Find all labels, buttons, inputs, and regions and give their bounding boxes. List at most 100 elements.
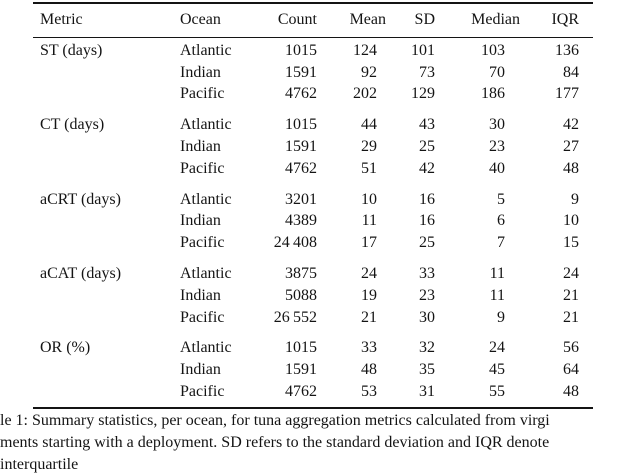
metric-group: OR (%) Atlantic 1015 33 32 24 56 Indian 1591 48 35… xyxy=(33,337,593,402)
cell-count: 1015 xyxy=(285,41,317,59)
table-row: OR (%) Atlantic 1015 33 32 24 56 xyxy=(33,337,593,359)
cell-metric xyxy=(33,158,180,180)
cell-mean: 24 xyxy=(361,264,377,282)
cell-ocean: Atlantic xyxy=(180,190,232,208)
cell-count: 1015 xyxy=(285,339,317,357)
cell-ocean: Indian xyxy=(180,212,221,230)
caption-line-1: le 1: Summary statistics, per ocean, for… xyxy=(0,412,550,429)
caption-line-3: interquartile xyxy=(0,456,79,473)
cell-metric: aCAT (days) xyxy=(40,264,122,282)
cell-iqr: 48 xyxy=(563,382,579,400)
cell-median: 70 xyxy=(489,63,505,81)
cell-ocean: Indian xyxy=(180,361,221,379)
cell-iqr: 42 xyxy=(563,116,579,134)
cell-ocean: Indian xyxy=(180,137,221,155)
cell-mean: 51 xyxy=(361,159,377,177)
header-cell-iqr: IQR xyxy=(551,11,579,28)
cell-sd: 129 xyxy=(411,85,435,103)
table-top-rule xyxy=(33,2,593,4)
header-cell-count: Count xyxy=(277,11,317,28)
cell-ocean: Indian xyxy=(180,286,221,304)
cell-count: 5088 xyxy=(285,286,317,304)
metric-group: aCAT (days) Atlantic 3875 24 33 11 24 Indian 508… xyxy=(33,263,593,328)
cell-count: 1015 xyxy=(285,116,317,134)
metric-group: ST (days) Atlantic 1015 124 101 103 136 Indian 1… xyxy=(33,40,593,105)
summary-statistics-table: Metric Ocean Count Mean SD Median IQR ST (days… xyxy=(33,2,593,409)
table-row: ST (days) Atlantic 1015 124 101 103 136 xyxy=(33,40,593,62)
cell-ocean: Pacific xyxy=(180,382,225,400)
cell-ocean: Pacific xyxy=(180,159,225,177)
cell-median: 40 xyxy=(489,159,505,177)
table-mid-rule xyxy=(33,36,593,38)
cell-median: 30 xyxy=(489,116,505,134)
cell-metric xyxy=(33,359,180,381)
cell-metric xyxy=(33,285,180,307)
cell-count: 26 552 xyxy=(273,308,317,326)
header-cell-mean: Mean xyxy=(349,11,386,28)
table-row: Indian 1591 92 73 70 84 xyxy=(33,62,593,84)
cell-sd: 42 xyxy=(419,159,435,177)
cell-iqr: 9 xyxy=(571,190,579,208)
metric-group: CT (days) Atlantic 1015 44 43 30 42 Indian 1591 2… xyxy=(33,114,593,179)
cell-iqr: 21 xyxy=(563,308,579,326)
cell-median: 55 xyxy=(489,382,505,400)
table-row: Pacific 4762 202 129 186 177 xyxy=(33,83,593,105)
cell-iqr: 56 xyxy=(563,339,579,357)
cell-mean: 10 xyxy=(361,190,377,208)
cell-median: 7 xyxy=(497,234,505,252)
cell-mean: 44 xyxy=(361,116,377,134)
cell-count: 24 408 xyxy=(273,234,317,252)
cell-sd: 30 xyxy=(419,308,435,326)
cell-sd: 23 xyxy=(419,286,435,304)
cell-metric: OR (%) xyxy=(40,339,91,357)
table-row: Indian 4389 11 16 6 10 xyxy=(33,210,593,232)
cell-iqr: 10 xyxy=(563,212,579,230)
cell-median: 24 xyxy=(489,339,505,357)
cell-sd: 33 xyxy=(419,264,435,282)
table-row: Pacific 26 552 21 30 9 21 xyxy=(33,307,593,329)
cell-ocean: Atlantic xyxy=(180,339,232,357)
cell-iqr: 64 xyxy=(563,361,579,379)
cell-metric: aCRT (days) xyxy=(40,190,121,208)
table-row: Pacific 4762 51 42 40 48 xyxy=(33,158,593,180)
cell-mean: 21 xyxy=(361,308,377,326)
cell-mean: 48 xyxy=(361,361,377,379)
table-row: CT (days) Atlantic 1015 44 43 30 42 xyxy=(33,114,593,136)
cell-iqr: 21 xyxy=(563,286,579,304)
cell-iqr: 84 xyxy=(563,63,579,81)
cell-mean: 17 xyxy=(361,234,377,252)
cell-mean: 29 xyxy=(361,137,377,155)
table-row: Indian 1591 29 25 23 27 xyxy=(33,136,593,158)
table-row: aCRT (days) Atlantic 3201 10 16 5 9 xyxy=(33,189,593,211)
cell-median: 103 xyxy=(481,41,505,59)
cell-count: 3201 xyxy=(285,190,317,208)
cell-ocean: Atlantic xyxy=(180,41,232,59)
cell-sd: 31 xyxy=(419,382,435,400)
cell-mean: 33 xyxy=(361,339,377,357)
caption-line-2: ments starting with a deployment. SD ref… xyxy=(0,434,550,451)
cell-count: 1591 xyxy=(285,63,317,81)
table-row: Indian 5088 19 23 11 21 xyxy=(33,285,593,307)
cell-sd: 16 xyxy=(419,212,435,230)
cell-metric xyxy=(33,210,180,232)
cell-mean: 19 xyxy=(361,286,377,304)
cell-ocean: Indian xyxy=(180,63,221,81)
cell-mean: 92 xyxy=(361,63,377,81)
cell-ocean: Atlantic xyxy=(180,116,232,134)
cell-iqr: 15 xyxy=(563,234,579,252)
table-header-row: Metric Ocean Count Mean SD Median IQR xyxy=(33,4,593,37)
cell-sd: 101 xyxy=(411,41,435,59)
cell-count: 4762 xyxy=(285,159,317,177)
header-cell-median: Median xyxy=(471,11,520,28)
cell-median: 186 xyxy=(481,85,505,103)
cell-iqr: 177 xyxy=(555,85,579,103)
cell-metric xyxy=(33,136,180,158)
cell-metric xyxy=(33,83,180,105)
cell-median: 5 xyxy=(497,190,505,208)
cell-median: 45 xyxy=(489,361,505,379)
cell-count: 4762 xyxy=(285,382,317,400)
cell-mean: 53 xyxy=(361,382,377,400)
cell-median: 9 xyxy=(497,308,505,326)
table-body: ST (days) Atlantic 1015 124 101 103 136 Indian 1… xyxy=(33,38,593,407)
cell-metric: ST (days) xyxy=(40,41,103,59)
